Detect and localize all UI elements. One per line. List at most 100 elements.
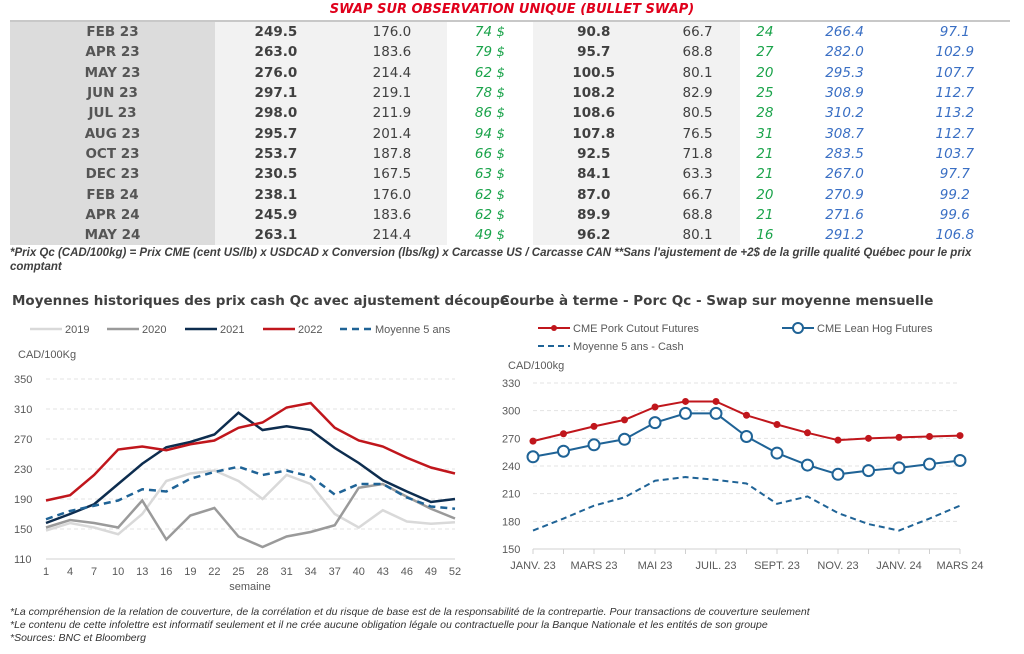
series-line-2019 (45, 469, 456, 536)
series-line-2021 (45, 411, 456, 525)
x-tick-label: 37 (329, 566, 341, 578)
row-month: OCT 23 (10, 143, 215, 165)
y-tick-label: 180 (502, 516, 520, 528)
data-point (926, 432, 933, 440)
cell: 102.9 (935, 44, 975, 61)
table-row: OCT 23 253.7 187.8 66 $ 92.5 71.8 21 283.5 103.7 (10, 143, 1010, 165)
y-tick-label: 230 (14, 464, 32, 476)
cell: 270.9 (825, 186, 864, 203)
cell: 297.1 (215, 82, 337, 104)
cell: 20 (756, 64, 774, 81)
x-tick-label: MARS 24 (936, 560, 983, 572)
cell: 94 $ (474, 125, 505, 142)
data-point (560, 430, 567, 438)
cell: 103.7 (935, 145, 975, 162)
x-tick-label: JUIL. 23 (696, 560, 737, 572)
data-point (618, 432, 631, 446)
cell: 66.7 (654, 184, 741, 205)
cell: 271.6 (825, 206, 864, 223)
table-row: JUN 23 297.1 219.1 78 $ 108.2 82.9 25 308.9 112.… (10, 82, 1010, 104)
cell: 27 (756, 44, 774, 61)
cell: 282.0 (825, 44, 864, 61)
data-point (679, 406, 692, 420)
legend-label: 2019 (65, 324, 89, 336)
data-point (743, 411, 750, 419)
cell: 183.6 (336, 204, 448, 225)
data-point (651, 403, 659, 411)
y-tick-label: 270 (502, 433, 520, 445)
cell: 25 (756, 85, 774, 102)
row-month: FEB 24 (10, 184, 215, 205)
y-tick-label: 240 (502, 461, 520, 473)
x-axis-label: semaine (229, 581, 271, 593)
data-point (770, 446, 784, 460)
data-point (831, 467, 845, 481)
cell: 63 $ (474, 166, 505, 183)
cell: 66 $ (474, 145, 505, 162)
cell: 283.5 (825, 145, 864, 162)
data-point (621, 416, 628, 424)
cell: 176.0 (336, 21, 448, 43)
cell: 82.9 (654, 82, 741, 104)
cell: 84.1 (532, 164, 655, 185)
forward-curve-chart: CME Pork Cutout Futures CME Lean Hog Futu… (502, 322, 984, 572)
cell: 68.8 (654, 42, 741, 63)
cell: 112.7 (935, 85, 975, 102)
x-tick-label: 16 (160, 566, 172, 578)
cell: 49 $ (474, 227, 505, 244)
x-tick-label: 10 (112, 566, 124, 578)
cell: 76.5 (654, 123, 741, 144)
cell: 78 $ (474, 85, 505, 102)
series-line-2022 (45, 401, 456, 502)
footer-note: *Le contenu de cette infolettre est info… (10, 619, 768, 631)
row-month: AUG 23 (10, 123, 215, 144)
cell: 97.1 (939, 24, 970, 41)
data-point (956, 432, 964, 440)
x-tick-label: 49 (425, 566, 437, 578)
swap-table: FEB 23 249.5 176.0 74 $90.8 66.7 24 266.4 97.1 A… (10, 20, 1010, 246)
cell: 92.5 (532, 143, 655, 165)
historical-cash-chart: 2019 2020 2021 2022 Moyenne 5 ansCAD/100Kg11… (14, 324, 461, 593)
footer-note: *La compréhension de la relation de couv… (10, 606, 810, 618)
x-tick-label: 43 (377, 566, 389, 578)
cell: 89.9 (532, 204, 655, 225)
cell: 96.2 (532, 224, 655, 246)
data-point (862, 464, 875, 478)
cell: 95.7 (532, 42, 655, 63)
table-row: FEB 24 238.1 176.0 62 $ 87.0 66.7 20 270.9 99.2 (10, 184, 1010, 205)
y-tick-label: 110 (14, 554, 32, 566)
table-row: APR 23 263.0 183.6 79 $ 95.7 68.8 27 282.0 102.9 (10, 42, 1010, 63)
table-row: DEC 23 230.5 167.5 63 $ 84.1 63.3 21 267.0 97.7 (10, 164, 1010, 185)
row-month: JUL 23 (10, 103, 215, 124)
cell: 249.5 (215, 21, 337, 43)
cell: 31 (756, 125, 774, 142)
cell: 113.2 (935, 105, 975, 122)
x-tick-label: 34 (305, 566, 317, 578)
legend-marker (551, 325, 557, 331)
cell: 266.4 (825, 24, 864, 41)
cell: 211.9 (336, 103, 448, 124)
cell: 276.0 (215, 62, 337, 83)
y-axis-label: CAD/100Kg (18, 349, 76, 361)
cell: 71.8 (654, 143, 741, 165)
data-point (740, 429, 753, 443)
data-point (526, 450, 540, 464)
cell: 176.0 (336, 184, 448, 205)
cell: 201.4 (336, 123, 448, 144)
x-tick-label: 19 (184, 566, 196, 578)
cell: 62 $ (474, 186, 505, 203)
y-tick-label: 210 (502, 489, 520, 501)
cell: 80.1 (654, 224, 741, 246)
x-tick-label: 46 (401, 566, 413, 578)
cell: 80.5 (654, 103, 741, 124)
cell: 21 (756, 166, 774, 183)
cell: 308.9 (825, 85, 864, 102)
cell: 253.7 (215, 143, 337, 165)
data-point (865, 434, 872, 442)
cell: 245.9 (215, 204, 337, 225)
table-row: FEB 23 249.5 176.0 74 $ 90.8 66.7 24 266.4 97.1 (10, 21, 1010, 43)
table-row: APR 24 245.9 183.6 62 $ 89.9 68.8 21 271.6 99.6 (10, 204, 1010, 225)
y-tick-label: 310 (14, 404, 32, 416)
data-point (953, 453, 967, 467)
cell: 308.7 (825, 125, 864, 142)
